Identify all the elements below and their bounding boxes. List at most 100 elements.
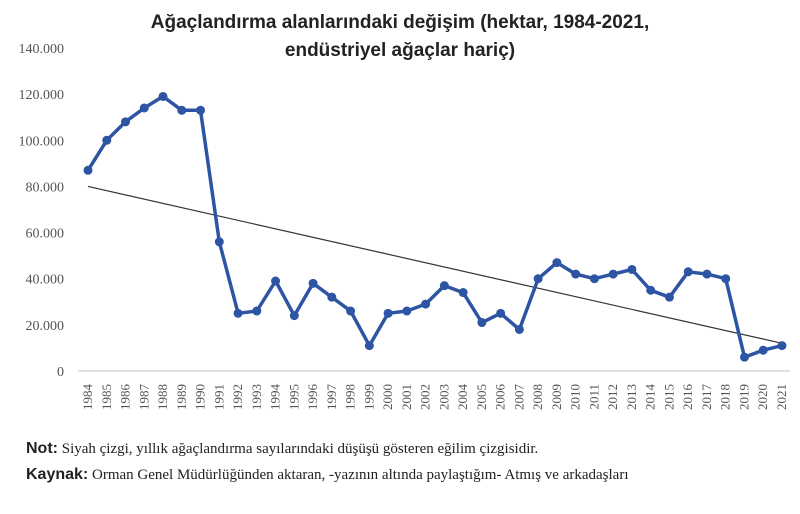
x-tick-label: 2007 — [511, 384, 526, 411]
x-tick-label: 2012 — [605, 384, 620, 410]
data-point — [289, 311, 299, 321]
data-point — [214, 237, 224, 247]
data-point — [439, 281, 449, 291]
data-point — [758, 345, 768, 355]
x-tick-label: 1998 — [343, 384, 358, 410]
y-tick-label: 100.000 — [19, 134, 65, 149]
data-point — [233, 308, 243, 318]
y-tick-label: 120.000 — [19, 88, 65, 103]
data-point — [477, 318, 487, 328]
data-point — [571, 269, 581, 279]
x-tick-label: 1999 — [361, 384, 376, 410]
series-points — [83, 91, 787, 362]
x-tick-label: 2004 — [455, 384, 470, 411]
data-point — [196, 105, 206, 115]
y-tick-label: 0 — [57, 365, 64, 380]
data-point — [102, 135, 112, 145]
x-tick-label: 1989 — [174, 384, 189, 410]
data-point — [308, 278, 318, 288]
data-point — [421, 299, 431, 309]
trend-line — [87, 185, 783, 344]
data-point — [402, 306, 412, 316]
source-row: Kaynak: Orman Genel Müdürlüğünden aktara… — [26, 462, 786, 488]
x-tick-label: 1984 — [80, 384, 95, 411]
y-tick-label: 80.000 — [26, 180, 65, 195]
data-point — [496, 308, 506, 318]
chart-title-line-1: Ağaçlandırma alanlarındaki değişim (hekt… — [151, 12, 649, 33]
data-point — [83, 165, 93, 175]
data-point — [533, 274, 543, 284]
x-tick-label: 1997 — [324, 384, 339, 411]
x-tick-label: 2020 — [755, 384, 770, 410]
x-tick-label: 1995 — [286, 384, 301, 410]
x-tick-label: 1988 — [155, 384, 170, 410]
x-tick-label: 2006 — [493, 384, 508, 411]
x-tick-label: 2009 — [549, 384, 564, 410]
y-tick-label: 140.000 — [19, 42, 65, 57]
x-tick-label: 2011 — [586, 384, 601, 410]
line-chart: Ağaçlandırma alanlarındaki değişim (hekt… — [19, 12, 790, 411]
data-point — [346, 306, 356, 316]
x-axis-ticks: 1984 1985 1986 1987 1988 1989 1990 1991 1992 1993… — [80, 384, 789, 411]
data-point — [514, 324, 524, 334]
data-point — [327, 292, 337, 302]
note-label: Not: — [26, 440, 58, 457]
data-point — [252, 306, 262, 316]
x-tick-label: 2019 — [736, 384, 751, 410]
x-tick-label: 1985 — [99, 384, 114, 410]
x-tick-label: 1993 — [249, 384, 264, 410]
source-text: Orman Genel Müdürlüğünden aktaran, -yazı… — [92, 467, 629, 483]
data-point — [271, 276, 281, 286]
data-point — [739, 352, 749, 362]
x-tick-label: 2015 — [661, 384, 676, 410]
x-tick-label: 2000 — [380, 384, 395, 410]
data-point — [702, 269, 712, 279]
data-point — [552, 258, 562, 268]
x-tick-label: 1986 — [118, 384, 133, 411]
x-tick-label: 1994 — [268, 384, 283, 411]
data-point — [383, 308, 393, 318]
x-tick-label: 1992 — [230, 384, 245, 410]
y-tick-label: 20.000 — [26, 319, 65, 334]
data-point — [158, 91, 168, 101]
note-text: Siyah çizgi, yıllık ağaçlandırma sayılar… — [61, 441, 539, 457]
series-line — [86, 94, 783, 359]
x-tick-label: 1987 — [136, 384, 151, 411]
source-label: Kaynak: — [26, 466, 89, 483]
x-tick-label: 2017 — [699, 384, 714, 411]
data-point — [683, 267, 693, 277]
note-row: Not: Siyah çizgi, yıllık ağaçlandırma sa… — [26, 436, 786, 462]
x-tick-label: 1996 — [305, 384, 320, 411]
chart-notes: Not: Siyah çizgi, yıllık ağaçlandırma sa… — [26, 436, 786, 488]
x-tick-label: 2013 — [624, 384, 639, 410]
x-tick-label: 2018 — [718, 384, 733, 410]
x-tick-label: 2003 — [436, 384, 451, 410]
data-point — [589, 274, 599, 284]
x-tick-label: 1991 — [211, 384, 226, 410]
x-tick-label: 2008 — [530, 384, 545, 410]
y-axis-ticks: 0 20.000 40.000 60.000 80.000 100.000 120.000 1… — [19, 42, 65, 380]
y-tick-label: 60.000 — [26, 227, 65, 242]
x-tick-label: 2016 — [680, 384, 695, 411]
data-point — [646, 285, 656, 295]
data-point — [627, 264, 637, 274]
data-point — [139, 103, 149, 113]
data-point — [664, 292, 674, 302]
data-point — [121, 117, 131, 127]
x-tick-label: 1990 — [193, 384, 208, 410]
chart-title-line-2: endüstriyel ağaçlar hariç) — [285, 40, 515, 61]
data-point — [777, 341, 787, 351]
data-point — [177, 105, 187, 115]
x-tick-label: 2001 — [399, 384, 414, 410]
x-tick-label: 2014 — [643, 384, 658, 411]
x-tick-label: 2010 — [568, 384, 583, 410]
data-point — [608, 269, 618, 279]
data-point — [458, 288, 468, 298]
x-tick-label: 2021 — [774, 384, 789, 410]
x-tick-label: 2005 — [474, 384, 489, 410]
data-point — [721, 274, 731, 284]
data-point — [364, 341, 374, 351]
x-tick-label: 2002 — [418, 384, 433, 410]
y-tick-label: 40.000 — [26, 273, 65, 288]
